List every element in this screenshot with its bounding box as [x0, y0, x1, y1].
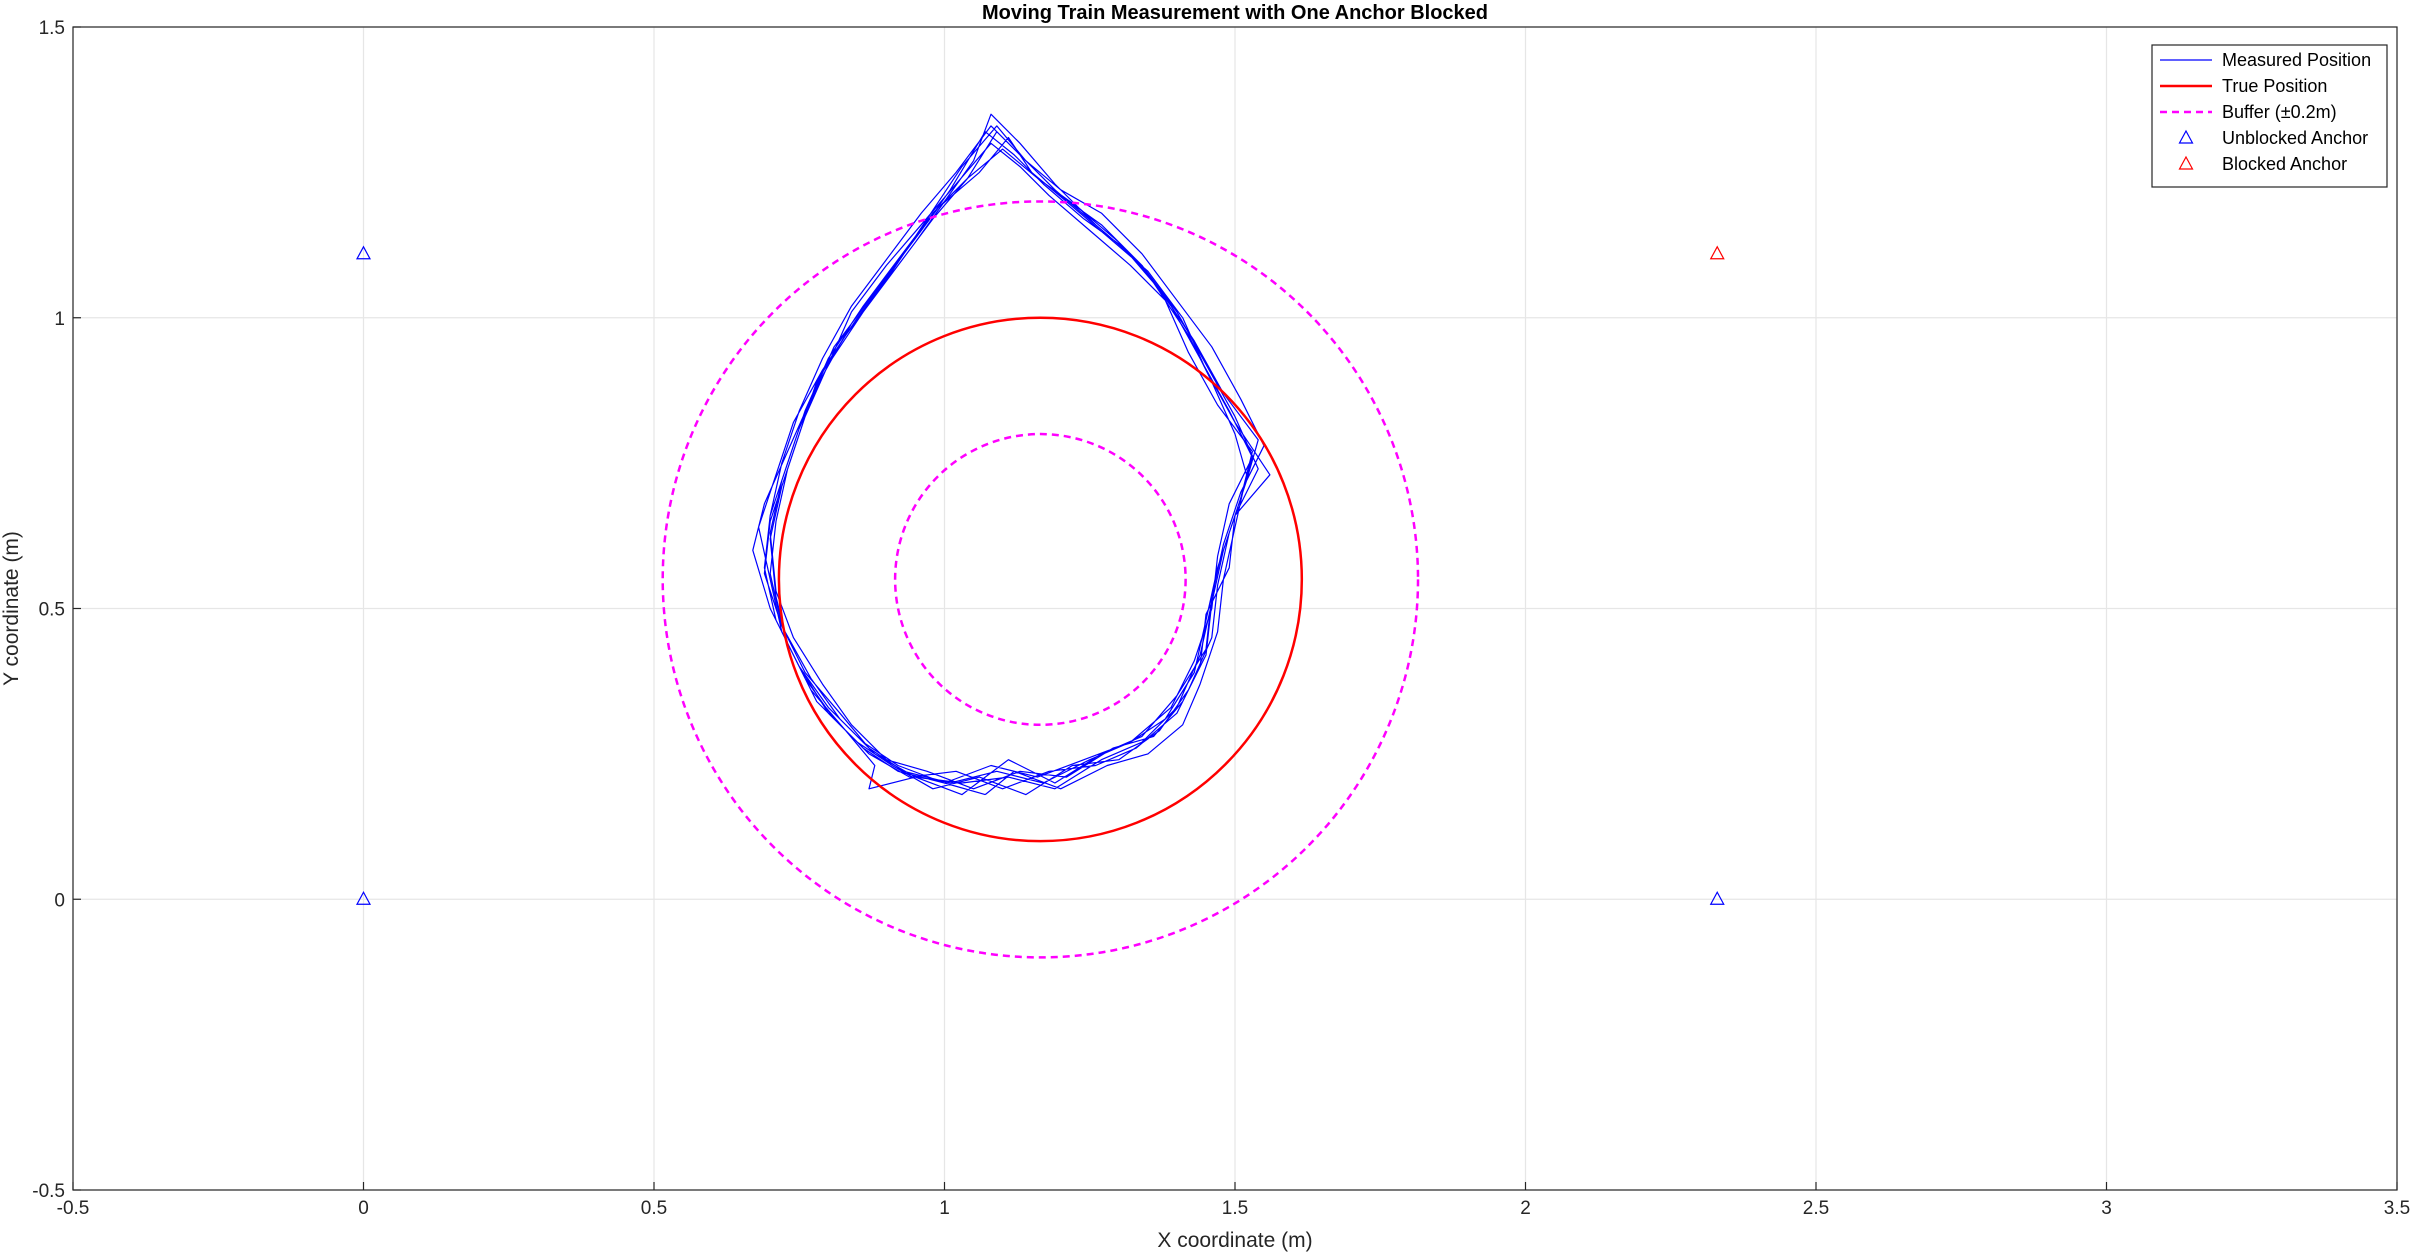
buffer-circle — [661, 200, 1420, 959]
measured-position-line — [752, 113, 1271, 796]
legend-marker — [2178, 155, 2194, 170]
y-tick-label: 1 — [54, 309, 65, 330]
x-tick-label: 0 — [358, 1198, 369, 1219]
legend-marker — [2178, 129, 2194, 144]
y-tick-label: 0 — [54, 890, 65, 911]
y-tick-label: 0.5 — [39, 600, 65, 621]
legend-label: Unblocked Anchor — [2222, 128, 2368, 148]
true-position-circle — [777, 316, 1304, 843]
x-tick-label: 3 — [2101, 1198, 2112, 1219]
y-axis-label: Y coordinate (m) — [0, 531, 23, 686]
legend-label: True Position — [2222, 76, 2327, 96]
plot-area — [355, 113, 1725, 959]
x-tick-label: 2.5 — [1803, 1198, 1829, 1219]
unblocked-anchor-marker — [355, 890, 372, 905]
y-tick-label: 1.5 — [39, 18, 65, 39]
buffer-circle — [893, 432, 1187, 727]
x-tick-label: -0.5 — [57, 1198, 90, 1219]
x-tick-label: 1 — [939, 1198, 950, 1219]
x-tick-label: 3.5 — [2384, 1198, 2410, 1219]
ticks: -0.5 0 0.5 1 1.5 2 2.5 3 3.5 -0.5 0 0.5 1 1.5 — [32, 18, 2410, 1219]
legend-label: Buffer (±0.2m) — [2222, 102, 2337, 122]
legend-label: Blocked Anchor — [2222, 154, 2347, 174]
legend-label: Measured Position — [2222, 50, 2371, 70]
x-tick-label: 0.5 — [641, 1198, 667, 1219]
x-tick-label: 2 — [1520, 1198, 1531, 1219]
legend-box — [2151, 44, 2388, 188]
x-tick-label: 1.5 — [1222, 1198, 1248, 1219]
legend: Measured Position True Position Buffer (±0… — [2151, 44, 2388, 188]
unblocked-anchor-marker — [355, 245, 372, 260]
unblocked-anchor-marker — [1709, 890, 1725, 905]
y-tick-label: -0.5 — [32, 1181, 65, 1202]
chart-title: Moving Train Measurement with One Anchor… — [982, 2, 1488, 24]
blocked-anchor-marker — [1709, 245, 1725, 260]
x-axis-label: X coordinate (m) — [1157, 1229, 1312, 1252]
